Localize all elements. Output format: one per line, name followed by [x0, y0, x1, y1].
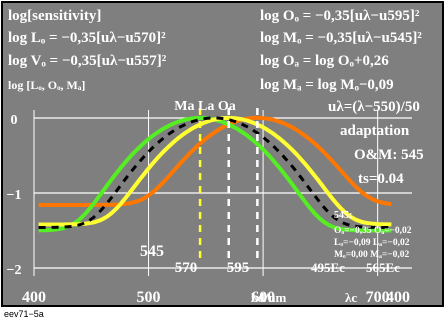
vline-label-595: 595: [227, 260, 250, 276]
bottom-label-495ec: 495Ec: [311, 260, 345, 275]
title-left-1: log[sensitivity]: [8, 8, 101, 24]
title-left-2: log Lₒ = −0,35[uλ−u570]²: [8, 30, 166, 46]
figure-id: eev71−5a: [4, 309, 44, 319]
y-tick-label-1: −1: [7, 188, 22, 203]
x-tick-label-4: 400: [386, 289, 410, 306]
title-left-4: log [Lₒ, Oₒ, Mₐ]: [8, 78, 85, 92]
y-tick-label-0: 0: [11, 113, 18, 128]
x-tick-label-1: 500: [137, 289, 161, 306]
curve-L: [38, 115, 392, 227]
x-tick-label-0: 400: [22, 289, 46, 306]
title-right-2: log Mₒ = −0,35[uλ−u545]²: [260, 30, 422, 46]
title-right-5: uλ=(λ−550)/50: [328, 99, 420, 115]
curve-O: [38, 115, 392, 207]
title-left-3: log Vₒ = −0,35[uλ−u557]²: [8, 53, 167, 69]
side-text-adaptation: adaptation: [340, 123, 410, 139]
x-tick-label-2: 600: [251, 289, 275, 306]
bottom-label-565ec: 565Ec: [366, 260, 400, 275]
curve-V: [38, 116, 392, 229]
title-right-4: log Mₐ = log Mₒ−0,09: [260, 77, 394, 93]
legend-row-2: Mₒ=0,00 Mₐ=−0,02: [334, 250, 410, 260]
vline-label-545: 545: [140, 243, 164, 260]
peak-label: Ma La Oa: [174, 99, 235, 114]
title-right-1: log Oₒ = −0,35[uλ−u595]²: [260, 8, 420, 24]
vline-label-570: 570: [175, 260, 198, 276]
x-axis-label: λd/nm: [251, 290, 286, 305]
side-text-om: O&M: 545: [354, 147, 424, 163]
side-text-ts: ts=0.04: [358, 171, 404, 187]
legend-row-1: Lₒ=−0,09 Lₐ=−0,02: [334, 238, 410, 248]
x-axis-label-2: λc: [345, 290, 357, 305]
y-tick-label-2: −2: [7, 263, 22, 278]
legend-header: 545:: [334, 210, 352, 221]
chart-background: [1, 1, 444, 307]
legend-row-0: Oₒ=−0,35 Oₐ=−0,02: [334, 226, 412, 236]
title-right-3: log Oₐ = log Oₒ+0,26: [260, 53, 389, 69]
x-tick-label-3: 700: [366, 289, 390, 306]
